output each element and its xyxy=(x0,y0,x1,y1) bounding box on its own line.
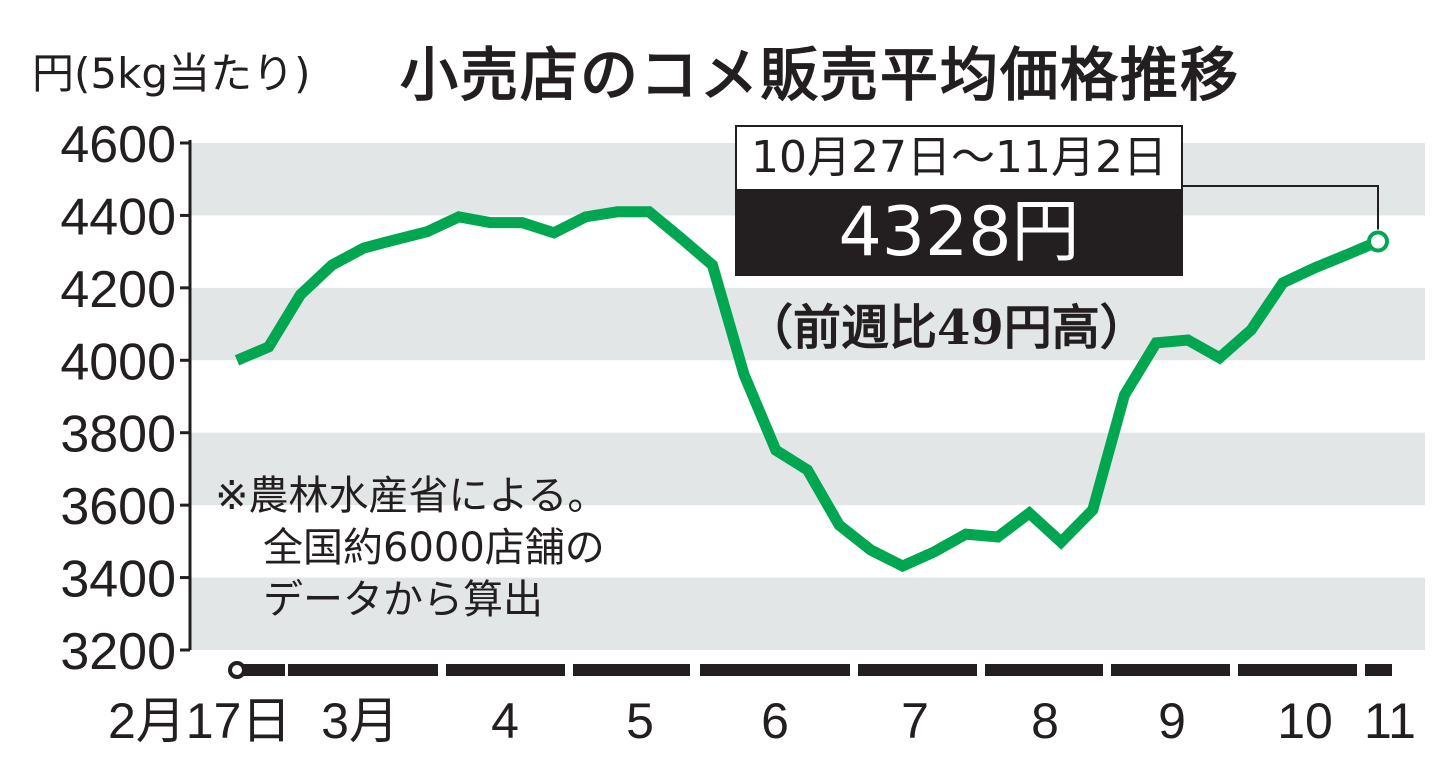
x-tick-label: 11 xyxy=(1364,693,1416,749)
y-tick-label: 4400 xyxy=(60,188,176,246)
y-tick-label: 4600 xyxy=(60,116,176,174)
y-tick-label: 3600 xyxy=(60,478,176,536)
grid-band xyxy=(190,577,1425,650)
timeline-segment xyxy=(446,664,565,676)
timeline-segment xyxy=(240,664,285,676)
timeline-start-marker xyxy=(228,661,246,679)
x-tick-label: 10 xyxy=(1277,693,1333,749)
timeline-segment xyxy=(700,664,850,676)
timeline-segment xyxy=(858,664,977,676)
annotation-period: 10月27日～11月2日 xyxy=(735,125,1183,191)
x-tick-label: 8 xyxy=(1031,693,1059,749)
x-tick-label: 5 xyxy=(626,693,654,749)
timeline-segment xyxy=(985,664,1103,676)
timeline-segment xyxy=(1111,664,1230,676)
chart-title: 小売店のコメ販売平均価格推移 xyxy=(400,41,1241,109)
x-tick-label: 3月 xyxy=(321,693,399,749)
source-note-line: 全国約6000店舗の xyxy=(263,525,605,571)
source-note-line: データから算出 xyxy=(263,577,543,623)
y-tick-label: 3800 xyxy=(60,406,176,464)
grid-band xyxy=(190,287,1425,361)
x-tick-label: 4 xyxy=(491,693,519,749)
y-tick-label: 4200 xyxy=(60,261,176,319)
timeline-segment xyxy=(1238,664,1357,676)
y-tick-label: 4000 xyxy=(60,333,176,391)
x-tick-label: 7 xyxy=(901,693,929,749)
annotation-change: （前週比49円高） xyxy=(745,300,1148,356)
x-tick-label: 6 xyxy=(761,693,789,749)
timeline-segment xyxy=(573,664,690,676)
x-tick-label: 9 xyxy=(1158,693,1186,749)
y-tick-label: 3400 xyxy=(60,551,176,609)
last-point-marker xyxy=(1367,230,1389,253)
annotation-value: 4328円 xyxy=(735,190,1183,276)
source-note: ※農林水産省による。 全国約6000店舗の データから算出 xyxy=(215,470,607,626)
timeline-segment xyxy=(288,664,438,676)
y-axis-label: 円(5kg当たり) xyxy=(32,49,311,98)
source-note-line: ※農林水産省による。 xyxy=(215,473,608,519)
y-tick-label: 3200 xyxy=(60,623,176,681)
x-tick-label: 2月17日 xyxy=(108,693,291,749)
timeline-segment xyxy=(1365,664,1392,676)
annotation-leader xyxy=(1183,185,1379,230)
